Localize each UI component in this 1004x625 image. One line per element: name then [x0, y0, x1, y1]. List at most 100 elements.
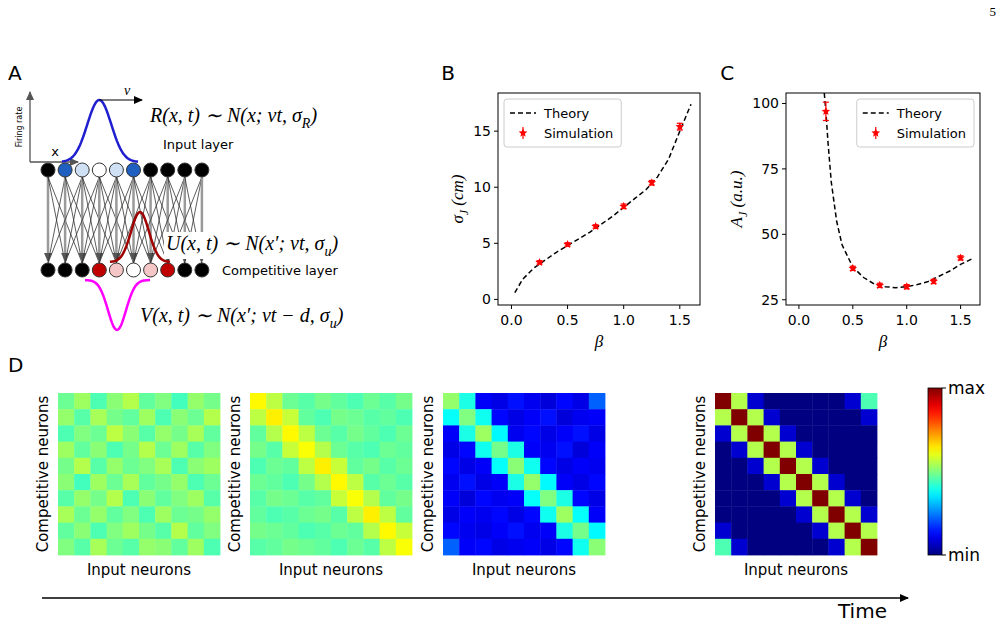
heatmap-cell	[715, 425, 732, 442]
heatmap-cell	[459, 523, 476, 540]
competitive-neuron	[127, 263, 141, 277]
heatmap-cell	[589, 506, 606, 523]
connection	[47, 177, 50, 261]
panel-0: 0.00.51.01.5051015βσJ (cm)BTheorySimulat…	[441, 61, 700, 351]
heatmap-cell	[508, 506, 525, 523]
competitive-neuron	[92, 263, 106, 277]
heatmap-cell	[443, 425, 460, 442]
text-part: U(x, t) ∼ N(x′; vt, σ	[166, 232, 326, 255]
heatmap-cell	[250, 539, 267, 556]
heatmap-cell	[250, 393, 267, 410]
text-part: R	[301, 116, 311, 131]
heatmap-cell	[266, 474, 283, 491]
heatmap-cell	[380, 393, 397, 410]
text-part: )	[309, 104, 317, 127]
heatmap-x-label: Input neurons	[87, 561, 191, 579]
input-neuron	[178, 163, 192, 177]
heatmap-cell	[266, 442, 283, 459]
heatmap-cell	[347, 442, 364, 459]
heatmap-cell	[347, 474, 364, 491]
heatmap-cell	[459, 490, 476, 507]
heatmap-cell	[331, 409, 348, 426]
y-tick-label: 15	[473, 123, 491, 139]
text-part: β	[878, 332, 888, 351]
heatmap-cell	[731, 506, 748, 523]
heatmap-y-label: Competitive neurons	[419, 396, 437, 553]
heatmap-cell	[155, 442, 172, 459]
heatmap-cell	[812, 539, 829, 556]
heatmap-cell	[299, 506, 316, 523]
heatmap-cell	[508, 425, 525, 442]
heatmap-cell	[828, 409, 845, 426]
connection	[134, 177, 151, 263]
heatmap-cell	[363, 490, 380, 507]
heatmap-cell	[380, 474, 397, 491]
heatmap-cell	[347, 409, 364, 426]
heatmap-cell	[396, 523, 413, 540]
heatmap-cell	[58, 474, 75, 491]
heatmap-cell	[540, 409, 557, 426]
connection	[65, 177, 82, 263]
heatmap-cell	[363, 539, 380, 556]
heatmap-cell	[347, 458, 364, 475]
heatmap-cell	[492, 442, 509, 459]
heatmap-cell	[204, 490, 221, 507]
frame	[498, 93, 700, 305]
axis-label: Firing rate	[15, 107, 24, 148]
heatmap-cell	[74, 458, 91, 475]
heatmap-cell	[347, 523, 364, 540]
heatmap-cell	[204, 474, 221, 491]
heatmap-cell	[796, 458, 813, 475]
connection	[82, 177, 116, 263]
heatmap-cell	[139, 523, 156, 540]
heatmap-cell	[90, 425, 107, 442]
heatmap-cell	[796, 523, 813, 540]
layer-label: Input layer	[163, 137, 234, 152]
heatmap-cell	[589, 490, 606, 507]
heatmap-cell	[139, 458, 156, 475]
heatmap-cell	[796, 490, 813, 507]
heatmap-cell	[492, 393, 509, 410]
heatmap-cell	[796, 474, 813, 491]
heatmap-cell	[443, 474, 460, 491]
heatmap-cell	[492, 409, 509, 426]
heatmap-cell	[459, 393, 476, 410]
heatmap-cell	[780, 425, 797, 442]
heatmap-cell	[315, 393, 332, 410]
input-neuron	[109, 163, 123, 177]
heatmap-cell	[188, 523, 205, 540]
heatmap-cell	[396, 539, 413, 556]
heatmap-cell	[266, 523, 283, 540]
heatmap-cell	[492, 458, 509, 475]
panel-letter: D	[8, 353, 23, 377]
heatmap-cell	[556, 490, 573, 507]
heatmap-cell	[155, 490, 172, 507]
y-tick	[494, 299, 498, 300]
heatmap-cell	[780, 474, 797, 491]
heatmap-cell	[266, 425, 283, 442]
heatmap-cell	[508, 393, 525, 410]
heatmap-cell	[204, 506, 221, 523]
x-tick-label: 0.5	[842, 312, 864, 328]
heatmap-cell	[812, 490, 829, 507]
heatmap-cell	[250, 458, 267, 475]
sim-point	[591, 222, 600, 230]
heatmap-cell	[58, 442, 75, 459]
legend-items: TheorySimulation	[863, 106, 966, 141]
heatmap-cell	[475, 442, 492, 459]
heatmap-cell	[331, 523, 348, 540]
heatmap-cell	[459, 539, 476, 556]
heatmap-cell	[524, 425, 541, 442]
input-neuron	[127, 163, 141, 177]
heatmap-cell	[282, 393, 299, 410]
heatmap-cell	[74, 425, 91, 442]
y-axis-label: σJ (cm)	[448, 174, 471, 223]
heatmap-cell	[731, 425, 748, 442]
connection	[65, 177, 99, 263]
heatmap-cell	[475, 409, 492, 426]
panel-a: AxFiring ratevR(x, t) ∼ N(x; vt, σR)Inpu…	[8, 61, 344, 331]
heatmap-cell	[573, 393, 590, 410]
heatmap-cell	[299, 442, 316, 459]
heatmap-cell	[139, 442, 156, 459]
text-part: R(x, t) ∼ N(x; vt, σ	[149, 104, 303, 127]
